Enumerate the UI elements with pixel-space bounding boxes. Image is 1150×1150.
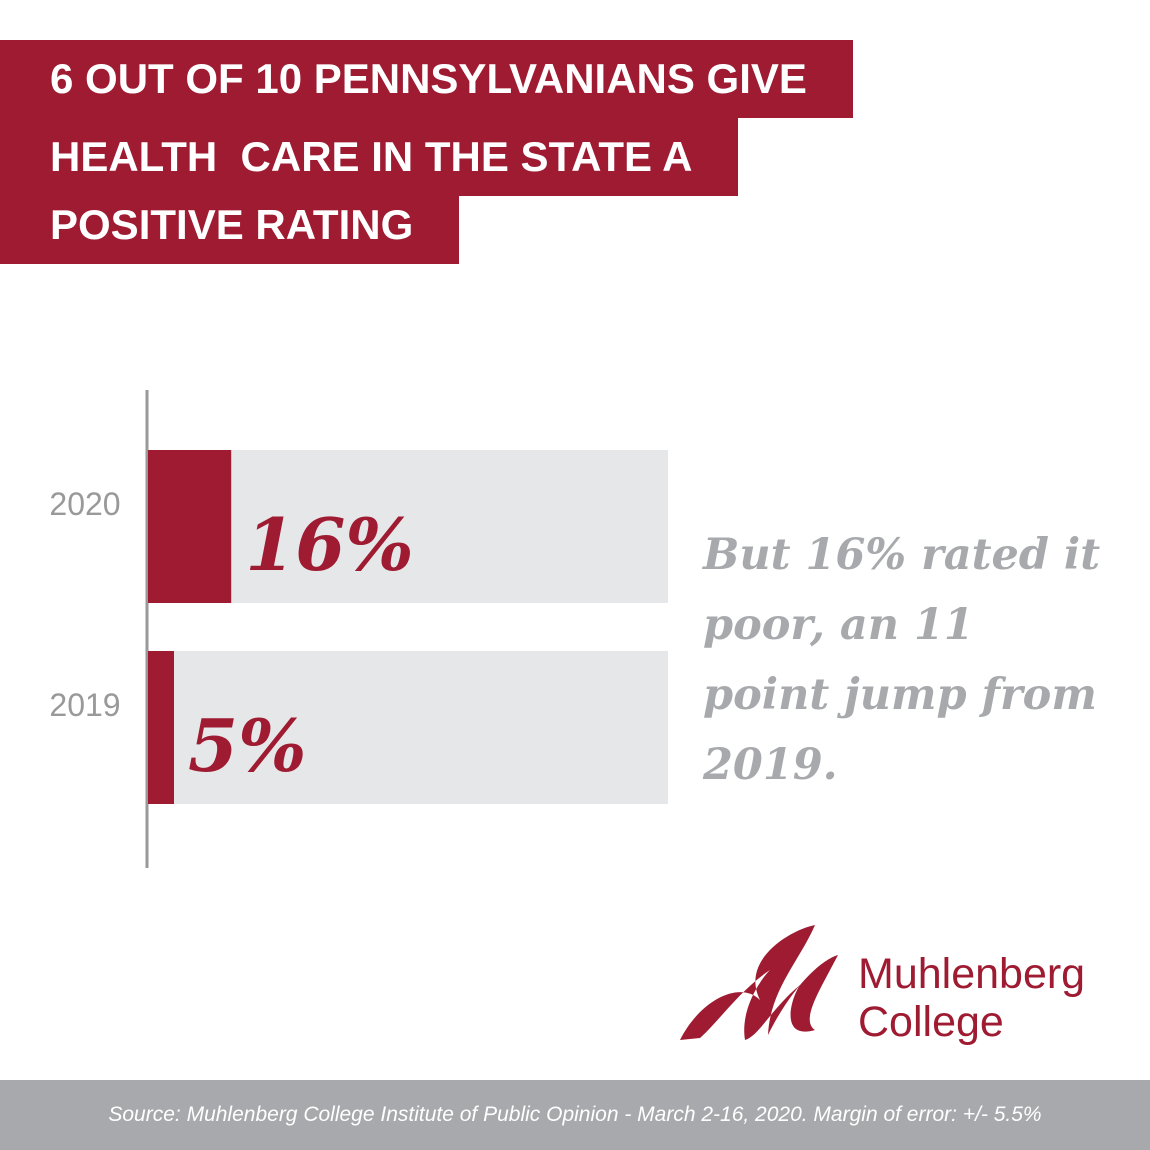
- bar-track: [148, 450, 668, 603]
- value-label: 5%: [188, 703, 307, 788]
- value-label: 16%: [245, 502, 414, 587]
- logo-text: College: [858, 998, 1004, 1046]
- logo-text: Muhlenberg: [858, 950, 1086, 998]
- logo-mark: [680, 925, 838, 1040]
- y-tick-label: 2019: [49, 687, 120, 723]
- bar: [148, 651, 174, 804]
- source: Source: Muhlenberg College Institute of …: [0, 1080, 1150, 1150]
- title-line: HEALTH CARE IN THE STATE A: [0, 118, 739, 196]
- title-line: 6 OUT OF 10 PENNSYLVANIANS GIVE: [0, 40, 853, 118]
- chart: 2020 16% 2019 5%: [49, 390, 838, 1040]
- title-line: POSITIVE RATING: [0, 186, 460, 264]
- annotation: But 16% rated it poor, an 11 point jump …: [703, 530, 1101, 790]
- bar: [148, 450, 232, 603]
- y-tick-label: 2020: [49, 486, 120, 522]
- bar-track: [148, 651, 668, 804]
